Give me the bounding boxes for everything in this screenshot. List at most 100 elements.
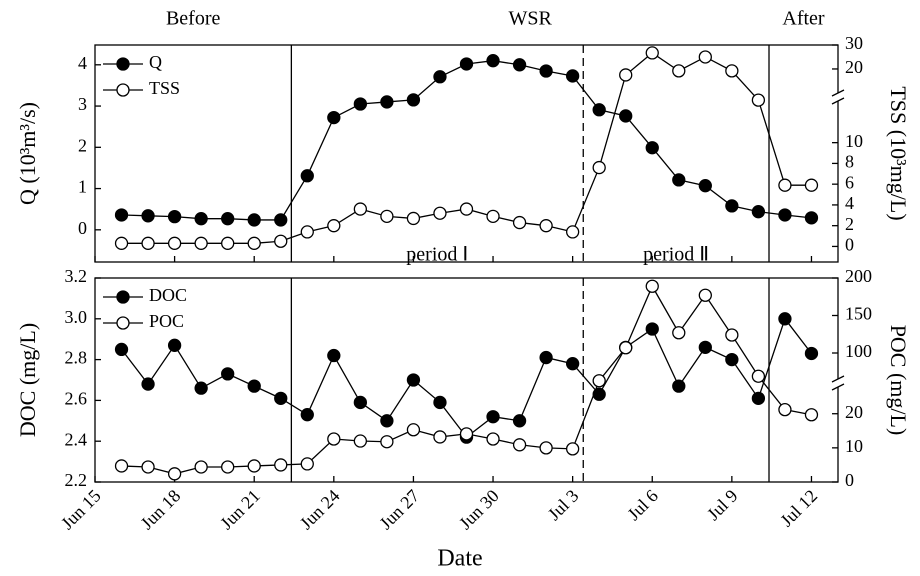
data-point: [698, 288, 712, 302]
data-point: [300, 457, 314, 471]
data-point: [565, 442, 580, 456]
data-point: [672, 379, 686, 393]
legend-label: Q: [149, 52, 162, 72]
y-tick-label: 3: [78, 94, 87, 114]
data-point: [672, 173, 686, 187]
data-point: [167, 467, 182, 481]
data-point: [114, 342, 129, 357]
data-point: [300, 225, 314, 239]
data-point: [672, 64, 686, 78]
data-point: [247, 459, 261, 473]
data-point: [804, 178, 819, 192]
y-tick-label: 0: [78, 218, 87, 238]
y-tick-label: 2: [78, 135, 87, 155]
data-point: [565, 357, 580, 371]
data-point: [167, 209, 182, 224]
data-point: [141, 377, 155, 391]
data-point: [353, 434, 368, 448]
data-point: [433, 206, 447, 220]
plot-frame: [94, 277, 839, 483]
data-point: [592, 387, 606, 401]
y2-tick-label: 8: [845, 152, 854, 172]
data-point: [751, 369, 766, 383]
data-point: [380, 209, 394, 223]
data-point: [406, 211, 421, 226]
data-point: [645, 322, 659, 336]
axis-break-mark: [831, 375, 845, 383]
axis-break-mark: [831, 383, 845, 391]
period-label: period Ⅰ: [406, 244, 468, 266]
data-point: [274, 234, 288, 248]
y-tick-label: 2.2: [65, 470, 88, 490]
y2-axis-title: TSS (10³mg/L): [886, 86, 911, 220]
data-point: [539, 219, 553, 233]
y-tick-label: 3.0: [65, 307, 88, 327]
data-point: [194, 212, 208, 226]
data-point: [433, 70, 447, 84]
x-axis-title: Date: [437, 546, 482, 572]
data-point: [114, 459, 129, 473]
axis-break-mark: [831, 97, 845, 105]
data-point: [645, 46, 659, 60]
data-point: [778, 402, 792, 417]
axis-break-mark: [831, 89, 845, 97]
data-point: [512, 215, 527, 230]
data-point: [592, 160, 606, 175]
data-point: [512, 438, 527, 452]
data-point: [433, 430, 447, 444]
axis-break-gap: [835, 93, 841, 101]
data-point: [698, 50, 712, 64]
data-point: [672, 326, 686, 340]
y-tick-label: 2.4: [65, 429, 88, 449]
phase-label: Before: [166, 8, 221, 30]
data-point: [459, 202, 474, 216]
legend-marker: [116, 290, 130, 304]
x-tick-label: Jun 18: [137, 486, 185, 534]
data-point: [804, 346, 819, 361]
data-point: [778, 178, 792, 192]
data-point: [539, 441, 553, 455]
data-point: [274, 213, 288, 227]
data-point: [194, 381, 208, 395]
data-point: [247, 213, 261, 227]
data-point: [167, 338, 182, 352]
data-point: [565, 225, 580, 239]
data-point: [247, 236, 261, 250]
legend-label: POC: [149, 311, 184, 331]
y2-tick-label: 200: [845, 266, 872, 286]
data-point: [778, 208, 792, 222]
data-point: [459, 427, 474, 441]
x-tick-label: Jul 6: [623, 486, 662, 525]
x-tick-label: Jun 15: [57, 486, 105, 534]
phase-label: After: [782, 8, 825, 30]
y-axis-title: DOC (mg/L): [15, 323, 40, 437]
y-tick-label: 3.2: [65, 266, 88, 286]
data-point: [486, 432, 500, 446]
data-point: [194, 460, 208, 474]
axis-break-gap: [835, 379, 841, 387]
plot-frame: [94, 44, 839, 263]
data-point: [300, 408, 314, 422]
x-tick-label: Jun 24: [296, 486, 344, 534]
x-tick-label: Jul 9: [703, 486, 742, 525]
y2-tick-label: 30: [845, 33, 863, 53]
series-line: [121, 60, 812, 221]
phase-label: WSR: [509, 8, 553, 30]
y-tick-label: 4: [78, 53, 87, 73]
data-point: [778, 312, 792, 326]
x-tick-label: Jun 30: [455, 486, 503, 534]
y2-tick-label: 0: [845, 235, 854, 255]
data-point: [327, 348, 341, 363]
data-point: [751, 391, 766, 406]
data-point: [380, 414, 394, 428]
data-point: [380, 95, 394, 109]
y2-tick-label: 4: [845, 193, 854, 213]
data-point: [406, 423, 421, 437]
data-point: [327, 110, 341, 125]
legend-label: TSS: [149, 78, 180, 98]
data-point: [486, 410, 500, 424]
data-point: [725, 328, 739, 342]
data-point: [725, 352, 739, 367]
y2-tick-label: 20: [845, 402, 863, 422]
